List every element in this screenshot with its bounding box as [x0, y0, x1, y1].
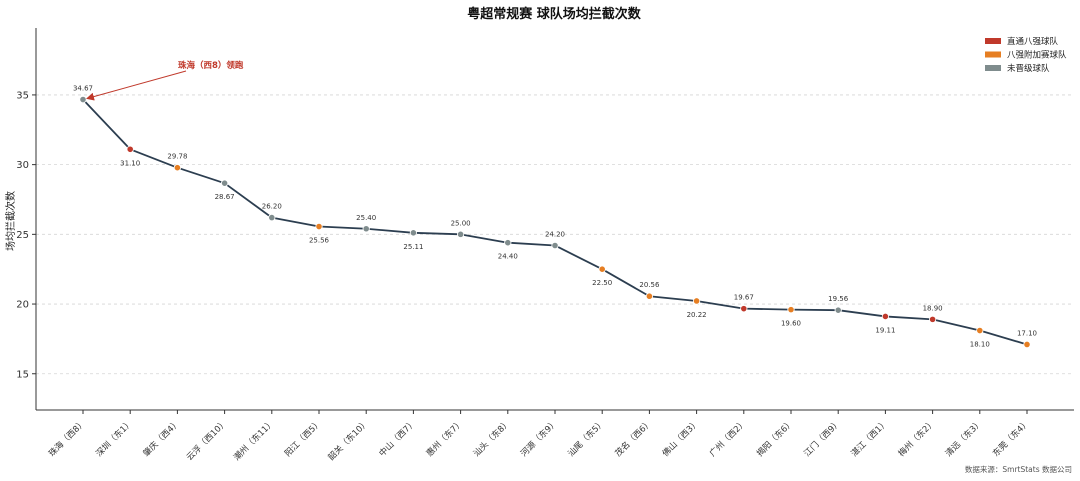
data-label: 25.11: [403, 243, 423, 251]
data-point: [881, 312, 890, 321]
data-label: 25.40: [356, 214, 376, 222]
data-point: [409, 229, 417, 237]
series-line-group: [82, 98, 1028, 346]
x-tick-label: 中山（西7）: [377, 417, 419, 459]
x-tick-label: 东莞（东4）: [990, 417, 1032, 459]
y-axis-label: 场均拦截次数: [4, 191, 17, 251]
y-tick-label: 15: [16, 369, 29, 380]
data-label: 19.56: [828, 295, 849, 303]
x-tick-label: 梅州（东2）: [896, 417, 938, 459]
data-label: 28.67: [215, 193, 235, 201]
x-tick-label: 揭阳（东6）: [754, 417, 796, 459]
data-point: [551, 241, 559, 250]
x-tick-label: 茂名（西6）: [613, 417, 655, 459]
data-label: 31.10: [120, 159, 140, 167]
data-label: 34.67: [73, 85, 93, 93]
x-tick-label: 潮州（东11）: [231, 417, 276, 462]
data-point: [268, 214, 276, 222]
axes: [35, 28, 1074, 411]
data-label: 29.78: [167, 153, 187, 161]
data-point: [315, 222, 323, 231]
data-point: [362, 225, 370, 233]
x-tick-label: 深圳（东1）: [94, 417, 136, 459]
x-tick-label: 清远（东3）: [943, 417, 985, 459]
y-tick-label: 20: [16, 300, 29, 311]
x-tick-label: 广州（西2）: [707, 417, 749, 459]
data-label: 20.56: [639, 281, 660, 289]
data-label: 26.20: [262, 203, 282, 211]
legend-swatch: [985, 38, 1001, 44]
legend-swatch: [985, 65, 1001, 71]
data-point: [740, 305, 748, 313]
data-point: [928, 315, 937, 323]
data-label: 24.40: [498, 253, 518, 261]
data-label: 25.56: [309, 237, 330, 245]
legend-label: 未晋级球队: [1007, 63, 1050, 74]
y-tick-label: 30: [16, 160, 29, 171]
data-point: [79, 95, 87, 104]
x-tick-label: 湛江（西1）: [849, 417, 891, 459]
y-tick-label: 35: [16, 90, 29, 101]
x-tick-label: 肇庆（西4）: [141, 417, 183, 459]
annotation: 珠海（西8）领跑: [86, 60, 244, 101]
data-label: 19.60: [781, 320, 801, 328]
y-tick-label: 25: [16, 230, 29, 241]
data-point: [645, 292, 654, 300]
x-tick-label: 珠海（西8）: [46, 417, 88, 459]
data-point: [598, 265, 606, 273]
data-point: [692, 297, 701, 305]
chart-title: 粤超常规赛 球队场均拦截次数: [467, 6, 642, 22]
data-label: 20.22: [687, 311, 707, 319]
data-point: [787, 306, 795, 314]
legend-label: 八强附加赛球队: [1007, 50, 1067, 61]
data-point: [504, 239, 512, 247]
x-tick-label: 韶关（东10）: [326, 417, 371, 462]
data-label: 19.67: [734, 294, 754, 302]
x-tick-label: 佛山（西3）: [660, 417, 702, 459]
annotation-arrow: [86, 70, 187, 101]
data-point: [126, 145, 134, 153]
data-point: [221, 179, 229, 187]
annotation-text: 珠海（西8）领跑: [178, 60, 244, 71]
data-point: [173, 164, 181, 172]
data-label: 18.10: [970, 341, 990, 349]
x-tick-label: 河源（东9）: [518, 417, 560, 459]
data-labels: 34.67 31.10 29.78 28.67 26.20 25.56 25.40 25.11…: [73, 85, 1037, 349]
series-line: [82, 98, 1028, 346]
data-label: 17.10: [1017, 329, 1037, 337]
legend-swatch: [985, 51, 1001, 58]
x-axis-ticks: 珠海（西8） 深圳（东1） 肇庆（西4） 云浮（西10） 潮州（东11） 阳江（西5） 韶关…: [46, 410, 1032, 463]
data-point: [976, 326, 984, 335]
x-tick-label: 汕头（东8）: [471, 417, 513, 459]
grid-lines: [36, 94, 1074, 375]
data-label: 24.20: [545, 230, 565, 238]
data-point: [834, 306, 842, 314]
x-tick-label: 江门（西9）: [802, 417, 844, 459]
source-note: 数据来源：SmrtStats 数据公司: [965, 464, 1072, 474]
data-label: 19.11: [875, 326, 895, 334]
x-tick-label: 阳江（西5）: [282, 417, 324, 459]
x-tick-label: 云浮（西10）: [184, 417, 229, 462]
data-label: 22.50: [592, 279, 612, 287]
x-tick-label: 惠州（东7）: [424, 417, 466, 459]
y-axis-ticks: 15 20 25 30 35: [16, 90, 36, 380]
data-points: [79, 95, 1031, 349]
data-label: 18.90: [923, 304, 943, 312]
data-point: [1023, 340, 1031, 349]
legend-label: 直通八强球队: [1007, 36, 1059, 47]
data-point: [456, 230, 465, 238]
x-tick-label: 汕尾（东5）: [566, 417, 608, 459]
data-label: 25.00: [451, 219, 471, 227]
